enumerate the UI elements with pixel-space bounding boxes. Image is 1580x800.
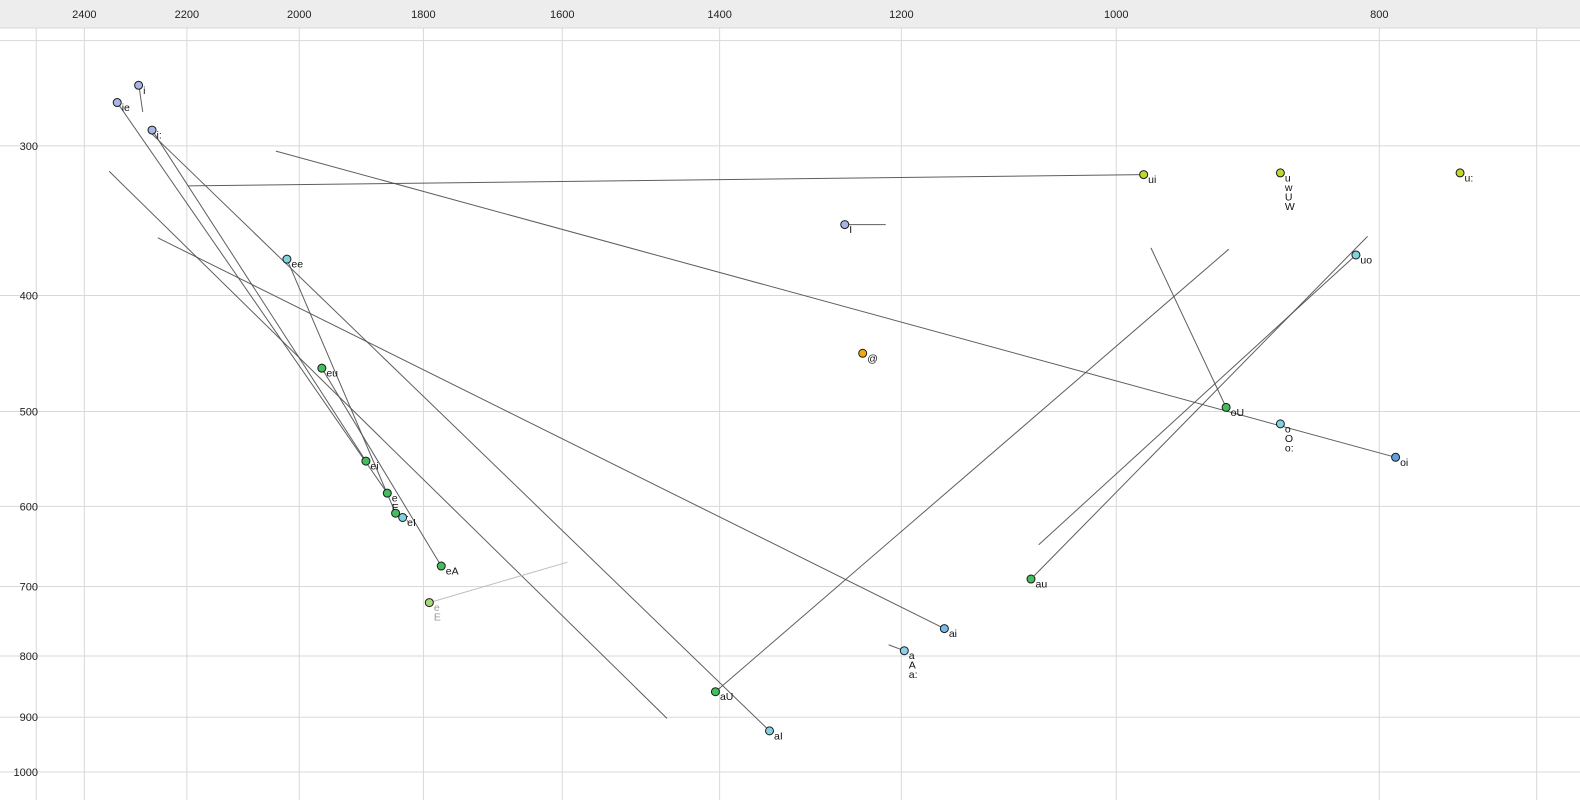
point-label-uo: uo — [1360, 254, 1372, 266]
point-o[interactable] — [1275, 419, 1285, 429]
point-i[interactable] — [134, 80, 144, 90]
x-tick-label: 2400 — [72, 9, 96, 21]
point-label-i-long: i: — [157, 130, 162, 142]
point-label-e: E — [392, 502, 399, 514]
x-tick-label: 1200 — [889, 9, 913, 21]
y-tick-label: 500 — [20, 407, 38, 419]
x-tick-label: 2000 — [287, 9, 311, 21]
axis-band — [0, 0, 1580, 28]
trajectory-line — [157, 237, 945, 630]
point-label-I: I — [849, 224, 852, 236]
trajectory-line — [1038, 254, 1357, 546]
point-eI[interactable] — [398, 512, 408, 522]
point-label-a: a — [909, 650, 915, 662]
point-label-eA: eA — [446, 566, 459, 578]
trajectory-line — [1150, 247, 1227, 408]
point-label-eu: eu — [326, 368, 338, 380]
point-I[interactable] — [840, 220, 850, 230]
x-tick-label: 800 — [1370, 9, 1388, 21]
point-ie[interactable] — [112, 98, 122, 108]
point-label-u: W — [1285, 201, 1295, 213]
y-tick-label: 300 — [20, 141, 38, 153]
point-u-long[interactable] — [1455, 168, 1465, 178]
trajectory-line — [1030, 236, 1368, 580]
y-tick-label: 400 — [20, 291, 38, 303]
y-tick-label: 900 — [20, 712, 38, 724]
point-aU[interactable] — [710, 687, 720, 697]
point-e[interactable] — [382, 488, 392, 498]
point-label-u-long: u: — [1465, 172, 1474, 184]
point-label-a: a: — [909, 669, 918, 681]
x-tick-label: 2200 — [175, 9, 199, 21]
trajectory-line — [116, 102, 388, 494]
point-uo[interactable] — [1351, 250, 1361, 260]
x-tick-label: 1800 — [411, 9, 435, 21]
point-label-aU: aU — [720, 691, 733, 703]
y-tick-label: 1000 — [14, 767, 38, 779]
trajectory-line — [715, 248, 1230, 693]
point-label-u: U — [1285, 191, 1293, 203]
point-label-ee: ee — [291, 259, 303, 271]
point-eu[interactable] — [317, 363, 327, 373]
y-tick-label: 600 — [20, 501, 38, 513]
trajectory-line — [429, 561, 568, 604]
trajectory-line — [275, 150, 1396, 458]
point-oU[interactable] — [1221, 402, 1231, 412]
point-label-ei: ei — [370, 461, 378, 473]
trajectory-line — [286, 258, 397, 514]
point-label-schwa: @ — [867, 353, 878, 365]
point-label-ie: ie — [122, 102, 130, 114]
point-ee[interactable] — [282, 254, 292, 264]
point-label-u: u — [1285, 172, 1291, 184]
point-label-o: o — [1285, 423, 1291, 435]
trajectory-line — [188, 174, 1144, 187]
point-label-eI: eI — [407, 517, 416, 529]
point-ei[interactable] — [361, 456, 371, 466]
point-label-o: O — [1285, 433, 1293, 445]
trajectory-line — [147, 129, 770, 732]
point-au[interactable] — [1026, 574, 1036, 584]
point-schwa[interactable] — [858, 348, 868, 358]
point-label-u: w — [1284, 182, 1293, 194]
point-e-long[interactable] — [391, 508, 401, 518]
point-label-ui: ui — [1148, 174, 1156, 186]
point-label-E-open: E — [434, 612, 441, 624]
point-u[interactable] — [1275, 168, 1285, 178]
trajectory-line — [108, 170, 668, 719]
point-label-oi: oi — [1400, 457, 1408, 469]
y-tick-label: 700 — [20, 582, 38, 594]
point-i-long[interactable] — [147, 125, 157, 135]
point-ai[interactable] — [939, 624, 949, 634]
point-label-au: au — [1036, 579, 1048, 591]
point-E-open[interactable] — [424, 598, 434, 608]
point-label-oU: oU — [1231, 407, 1244, 419]
point-label-e: e — [392, 493, 398, 505]
y-tick-label: 800 — [20, 651, 38, 663]
x-tick-label: 1400 — [707, 9, 731, 21]
point-eA[interactable] — [436, 561, 446, 571]
point-oi[interactable] — [1391, 452, 1401, 462]
point-ui[interactable] — [1139, 170, 1149, 180]
point-label-aI: aI — [774, 730, 783, 742]
point-label-a: A — [909, 660, 916, 672]
x-tick-label: 1600 — [550, 9, 574, 21]
point-aI[interactable] — [765, 726, 775, 736]
x-tick-label: 1000 — [1104, 9, 1128, 21]
point-a[interactable] — [899, 646, 909, 656]
point-label-E-open: e — [434, 602, 440, 614]
point-label-o: o: — [1285, 442, 1294, 454]
trajectory-line — [151, 129, 367, 462]
trajectory-line — [321, 367, 442, 567]
point-label-i: i — [143, 85, 145, 97]
point-label-ai: ai — [949, 628, 957, 640]
